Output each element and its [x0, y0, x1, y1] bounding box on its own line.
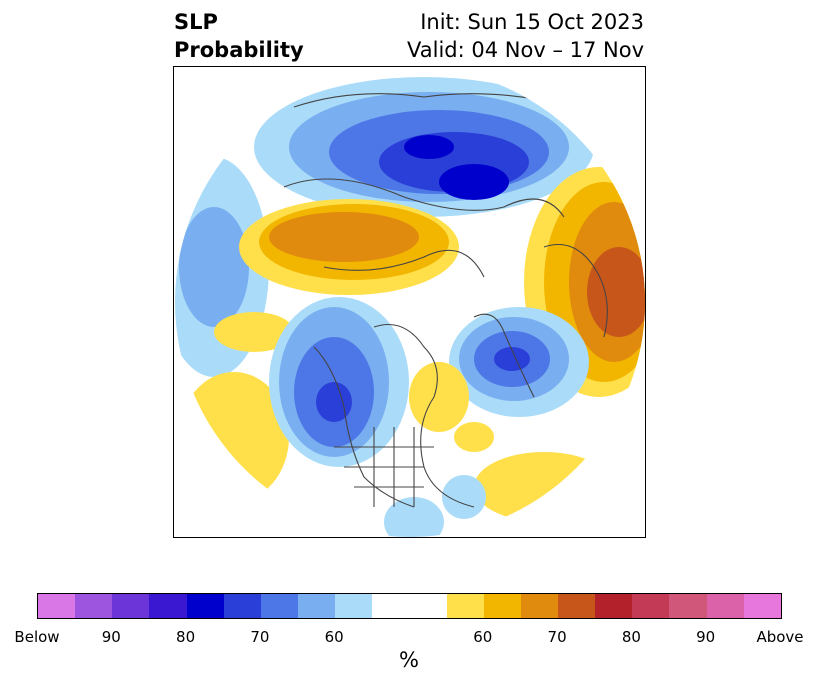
colorbar-tick-label: 60 [324, 628, 344, 646]
below-region-siberia [254, 77, 594, 217]
colorbar-segment [260, 594, 298, 618]
colorbar-segment [520, 594, 558, 618]
below-region-north-america [269, 297, 409, 467]
below-region-south [384, 475, 486, 537]
colorbar-tick-label: 80 [621, 628, 641, 646]
colorbar-segment [335, 594, 373, 618]
colorbar-segment [632, 594, 670, 618]
colorbar-segment [149, 594, 187, 618]
colorbar-segment [112, 594, 150, 618]
above-region-eurasia [239, 199, 459, 295]
colorbar-tick-label: 70 [250, 628, 270, 646]
probability-map [175, 67, 645, 537]
title-left: SLP Probability [174, 8, 304, 64]
colorbar-label: % [399, 648, 419, 672]
colorbar-segment [372, 594, 447, 618]
colorbar-tick-label: 60 [473, 628, 493, 646]
title-right: Init: Sun 15 Oct 2023 Valid: 04 Nov – 17… [407, 8, 644, 64]
colorbar-tick-label: Below [14, 628, 60, 646]
colorbar [37, 593, 782, 619]
colorbar-segment [669, 594, 707, 618]
colorbar-segment [743, 594, 781, 618]
colorbar-segment [38, 594, 76, 618]
colorbar-segment [483, 594, 521, 618]
colorbar-segment [706, 594, 744, 618]
init-date: Init: Sun 15 Oct 2023 [420, 10, 644, 34]
colorbar-tick-label: 80 [176, 628, 196, 646]
colorbar-segment [595, 594, 633, 618]
colorbar-segment [186, 594, 224, 618]
colorbar-tick-label: 70 [547, 628, 567, 646]
title-variable: SLP [174, 10, 218, 34]
colorbar-segment [75, 594, 113, 618]
colorbar-segment [297, 594, 336, 618]
colorbar-tick-label: 90 [101, 628, 121, 646]
below-region-atlantic [449, 307, 589, 417]
title-type: Probability [174, 38, 304, 62]
valid-range: Valid: 04 Nov – 17 Nov [407, 38, 644, 62]
colorbar-tick-label: 90 [696, 628, 716, 646]
map-panel [173, 66, 646, 538]
colorbar-segment [223, 594, 261, 618]
colorbar-segment [557, 594, 596, 618]
colorbar-segment [446, 594, 484, 618]
colorbar-tick-label: Above [756, 628, 804, 646]
